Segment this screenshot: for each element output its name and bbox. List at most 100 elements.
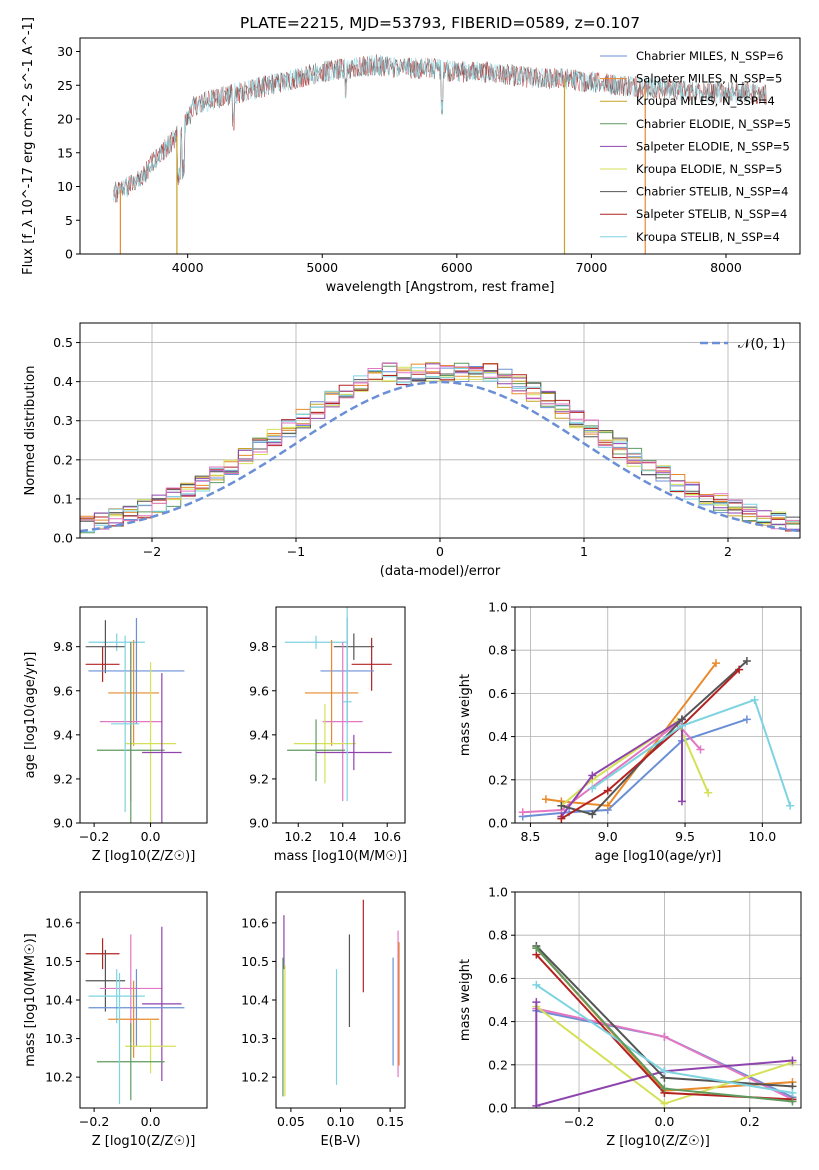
axes-frame (514, 606, 802, 824)
x-tick-label: −0.2 (79, 829, 109, 844)
y-tick-label: 0.8 (488, 643, 508, 658)
weight-series (560, 668, 740, 820)
y-tick-label: 9.8 (249, 639, 269, 654)
legend-label: 𝒩(0, 1) (738, 337, 785, 352)
weight-series (535, 1002, 793, 1108)
x-tick-label: 6000 (441, 260, 473, 275)
weight-marker (532, 998, 541, 1007)
weight-marker (677, 797, 686, 806)
weight-marker (677, 721, 686, 730)
weight-series (560, 719, 710, 807)
x-axis-label: age [log10(age/yr)] (595, 849, 722, 864)
panel-mass-vs-EBV: 0.05 0.10 0.15 10.2 10.3 10.4 10.5 10.6 E(B-V) (241, 891, 406, 1149)
y-tick-label: 10 (57, 179, 73, 194)
y-tick-label: 5 (65, 213, 73, 228)
gaussian-curve (80, 380, 800, 533)
x-axis-label: Z [log10(Z/Z☉)] (92, 1134, 196, 1149)
y-tick-label: 9.2 (53, 771, 73, 786)
x-axis-label: Z [log10(Z/Z☉)] (606, 1134, 710, 1149)
x-axis-label: (data-model)/error (380, 564, 501, 579)
y-tick-label: 0.6 (488, 971, 508, 986)
x-tick-label: −1 (287, 544, 305, 559)
x-tick-label: 10.6 (373, 829, 401, 844)
axes-frame (79, 606, 208, 824)
y-tick-label: 0.2 (488, 772, 508, 787)
y-tick-label: 9.6 (249, 683, 269, 698)
panel-residuals: 𝒩(0, 1) −2 −1 0 1 2 0.0 0.1 0.2 0.3 0.4 0.5 (data-mo… (23, 322, 801, 579)
y-tick-label: 0.4 (488, 729, 508, 744)
y-tick-label: 0.0 (488, 816, 508, 831)
weight-series (522, 722, 702, 814)
x-tick-label: 0 (436, 544, 444, 559)
weight-marker (603, 801, 612, 810)
plot-area (85, 926, 185, 1105)
weight-series (545, 662, 717, 807)
y-tick-label: 0.4 (53, 374, 73, 389)
y-tick-label: 10.2 (45, 1070, 73, 1085)
y-tick-label: 0.8 (488, 928, 508, 943)
y-tick-label: 10.4 (45, 993, 73, 1008)
axes-frame (514, 891, 802, 1109)
x-tick-label: 0.0 (141, 829, 161, 844)
weight-marker (532, 1101, 541, 1108)
plot-area (284, 607, 392, 801)
y-tick-label: 0.0 (488, 1101, 508, 1116)
weight-marker (696, 745, 705, 754)
legend-label: Salpeter ELODIE, N_SSP=5 (636, 139, 790, 153)
x-tick-label: 0.2 (740, 1114, 760, 1129)
axes-frame (79, 891, 208, 1109)
panel-mass-weight-vs-Z: −0.2 0.0 0.2 0.0 0.2 0.4 0.6 0.8 1.0 Z [log10(Z/Z… (458, 885, 802, 1149)
legend-label: Chabrier STELIB, N_SSP=4 (636, 185, 788, 199)
weight-marker (788, 1056, 797, 1065)
plot-area (85, 618, 185, 823)
axes-frame (275, 891, 406, 1109)
legend-label: Salpeter MILES, N_SSP=5 (636, 72, 782, 86)
figure-title: PLATE=2215, MJD=53793, FIBERID=0589, z=0… (240, 14, 640, 32)
plot-area (515, 892, 801, 1108)
y-tick-label: 1.0 (488, 600, 508, 615)
weight-marker (603, 786, 612, 795)
y-tick-label: 25 (57, 78, 73, 93)
plot-area (113, 54, 767, 254)
y-axis-label: Flux [f_λ 10^-17 erg cm^-2 s^-1 A^-1] (21, 17, 36, 275)
weight-marker (588, 771, 597, 780)
x-tick-label: 5000 (306, 260, 338, 275)
weight-marker (557, 801, 566, 810)
panel-age-vs-mass: 10.2 10.4 10.6 9.0 9.2 9.4 9.6 9.8 mass [log10(M… (249, 606, 407, 864)
y-tick-label: 10.6 (241, 915, 269, 930)
y-tick-label: 1.0 (488, 885, 508, 900)
y-tick-label: 10.5 (241, 954, 269, 969)
weight-marker (541, 795, 550, 804)
y-tick-label: 15 (57, 145, 73, 160)
axes-frame (79, 37, 801, 255)
x-tick-label: 10.4 (329, 829, 357, 844)
y-tick-label: 9.8 (53, 639, 73, 654)
weight-series (591, 698, 792, 807)
x-tick-label: 0.10 (327, 1114, 355, 1129)
y-tick-label: 10.6 (45, 915, 73, 930)
x-tick-label: 0.15 (376, 1114, 404, 1129)
weight-marker (588, 810, 597, 819)
histogram-series (80, 362, 800, 530)
axes-frame (275, 606, 406, 824)
weight-marker (711, 659, 720, 668)
weight-series (560, 717, 683, 818)
x-tick-label: −0.2 (564, 1114, 594, 1129)
legend-label: Kroupa MILES, N_SSP=4 (636, 94, 775, 108)
x-tick-label: 0.0 (141, 1114, 161, 1129)
x-axis-label: E(B-V) (320, 1134, 360, 1149)
x-tick-label: 10.0 (748, 829, 776, 844)
x-tick-label: 10.2 (284, 829, 312, 844)
x-tick-label: 1 (580, 544, 588, 559)
y-axis-label: mass [log10(M/M☉)] (23, 933, 38, 1066)
y-axis-label: mass weight (458, 959, 473, 1041)
y-tick-label: 0.1 (53, 491, 73, 506)
panel-spectrum: Chabrier MILES, N_SSP=6 Salpeter MILES, N… (21, 17, 801, 295)
y-tick-label: 0.5 (53, 335, 73, 350)
spectrum-line (113, 54, 767, 203)
weight-marker (742, 715, 751, 724)
plot-area (515, 607, 801, 823)
y-tick-label: 20 (57, 112, 73, 127)
y-tick-label: 0.3 (53, 413, 73, 428)
